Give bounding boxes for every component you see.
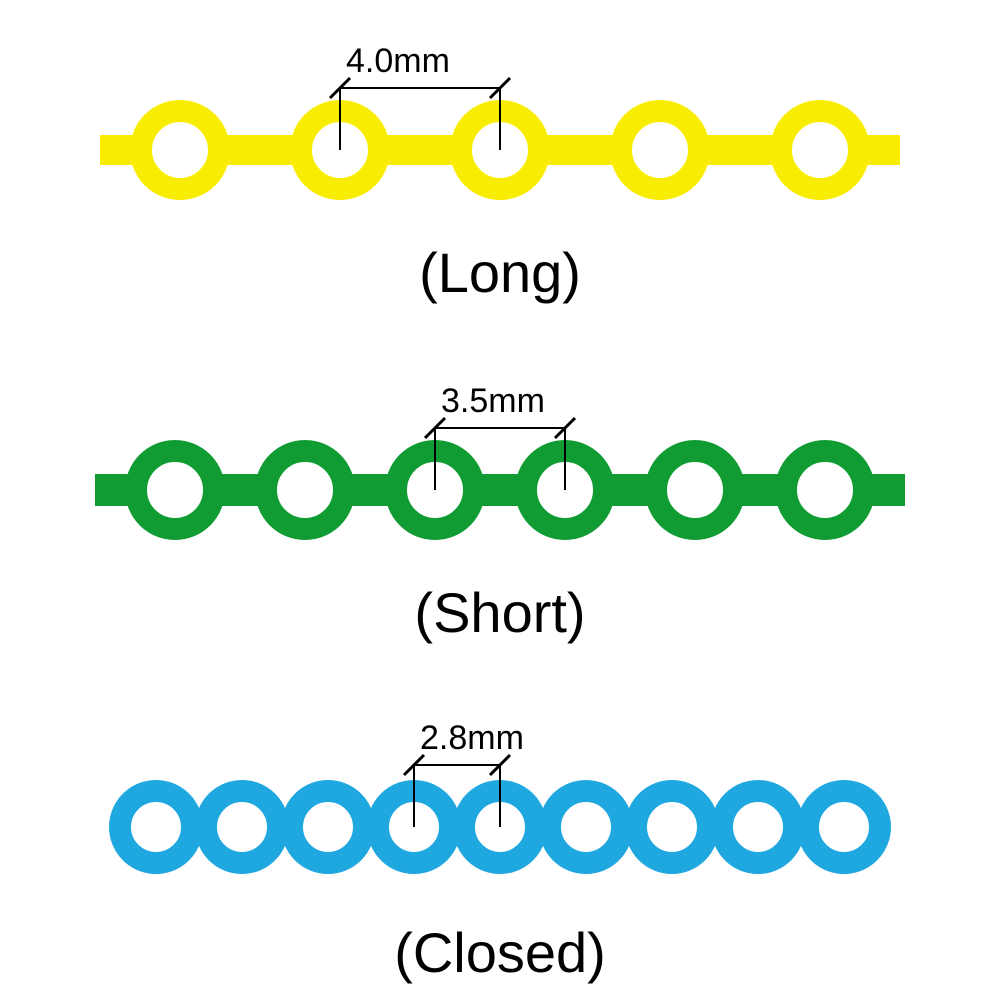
ring xyxy=(786,451,864,529)
ring xyxy=(141,111,219,189)
diagram-stage: 4.0mm (Long) 3.5mm (Short) 2.8mm (Closed… xyxy=(0,0,1000,1000)
ring xyxy=(136,451,214,529)
ring xyxy=(206,791,278,863)
ring xyxy=(722,791,794,863)
caption-long: (Long) xyxy=(0,240,1000,305)
caption-closed: (Closed) xyxy=(0,920,1000,985)
ring xyxy=(621,111,699,189)
chain-closed: 2.8mm xyxy=(0,657,1000,897)
ring xyxy=(266,451,344,529)
ring xyxy=(808,791,880,863)
chain-short: 3.5mm xyxy=(0,320,1000,560)
dim-label: 4.0mm xyxy=(346,42,450,80)
caption-short: (Short) xyxy=(0,580,1000,645)
variant-long: 4.0mm xyxy=(0,0,1000,220)
ring xyxy=(656,451,734,529)
ring xyxy=(120,791,192,863)
dim-label: 3.5mm xyxy=(441,382,545,420)
dim-label: 2.8mm xyxy=(420,719,524,757)
ring xyxy=(636,791,708,863)
ring xyxy=(292,791,364,863)
ring xyxy=(781,111,859,189)
chain-long: 4.0mm xyxy=(0,0,1000,220)
variant-short: 3.5mm xyxy=(0,320,1000,560)
ring xyxy=(550,791,622,863)
variant-closed: 2.8mm xyxy=(0,657,1000,897)
